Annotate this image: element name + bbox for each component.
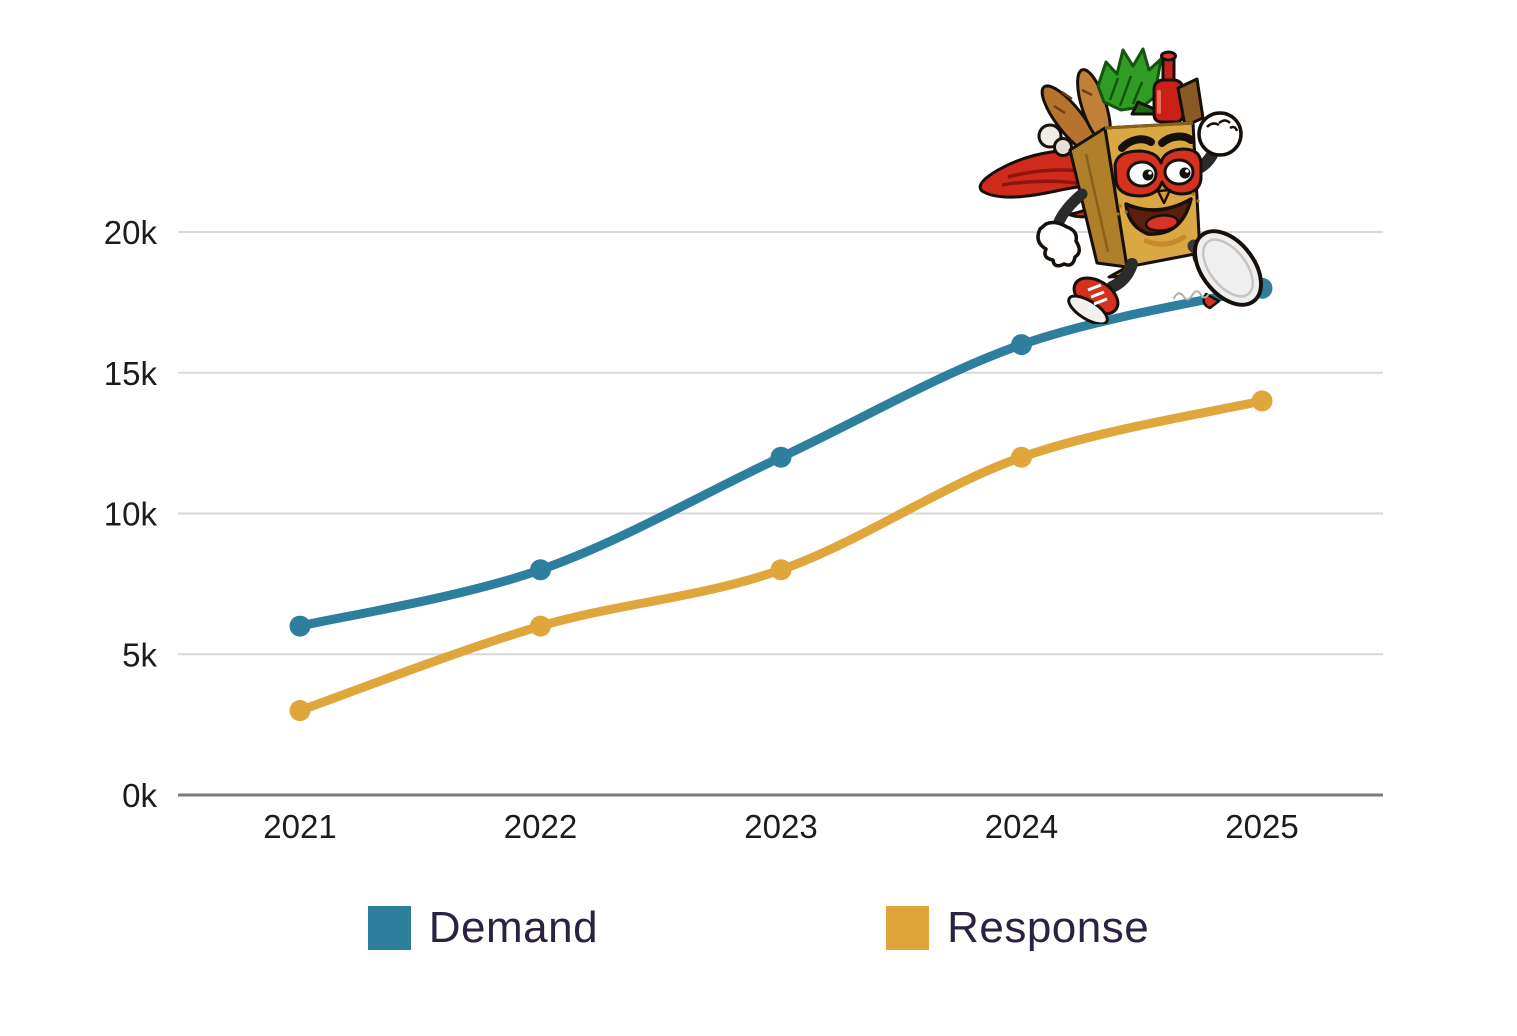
demand-color-swatch [367, 906, 411, 950]
data-point-response-2024 [1011, 446, 1032, 468]
data-point-response-2023 [770, 559, 792, 581]
y-tick-20k: 20k [104, 214, 158, 251]
data-point-demand-2021 [289, 615, 311, 637]
data-point-response-2021 [289, 700, 311, 722]
y-tick-10k: 10k [104, 496, 158, 533]
y-tick-5k: 5k [122, 636, 157, 673]
motion-scribble [1173, 290, 1209, 301]
legend-item-response: Response [886, 903, 1149, 953]
plank-icon [1176, 77, 1205, 128]
x-tick-2023: 2023 [744, 808, 817, 845]
data-point-demand-2022 [530, 559, 551, 581]
x-tick-2024: 2024 [985, 808, 1058, 845]
chart-legend: Demand Response [0, 903, 1517, 953]
data-point-demand-2024 [1011, 334, 1032, 356]
x-tick-2022: 2022 [504, 808, 577, 845]
x-tick-2025: 2025 [1225, 808, 1298, 845]
mascot-big-shoe-sole [1193, 229, 1263, 307]
mascot-fist [1197, 111, 1243, 157]
mascot-nose [1156, 188, 1172, 205]
grocery-bag-superhero-mascot [978, 47, 1263, 324]
y-tick-15k: 15k [104, 355, 158, 392]
data-point-demand-2023 [770, 446, 792, 468]
legend-label-response: Response [947, 903, 1150, 952]
legend-item-demand: Demand [367, 903, 599, 953]
response-color-swatch [886, 906, 930, 950]
y-tick-0k: 0k [122, 777, 157, 814]
x-tick-2021: 2021 [263, 808, 336, 845]
mascot-glove [1036, 220, 1081, 268]
data-point-response-2025 [1251, 390, 1273, 412]
data-point-response-2022 [530, 615, 551, 637]
legend-label-demand: Demand [428, 903, 599, 952]
